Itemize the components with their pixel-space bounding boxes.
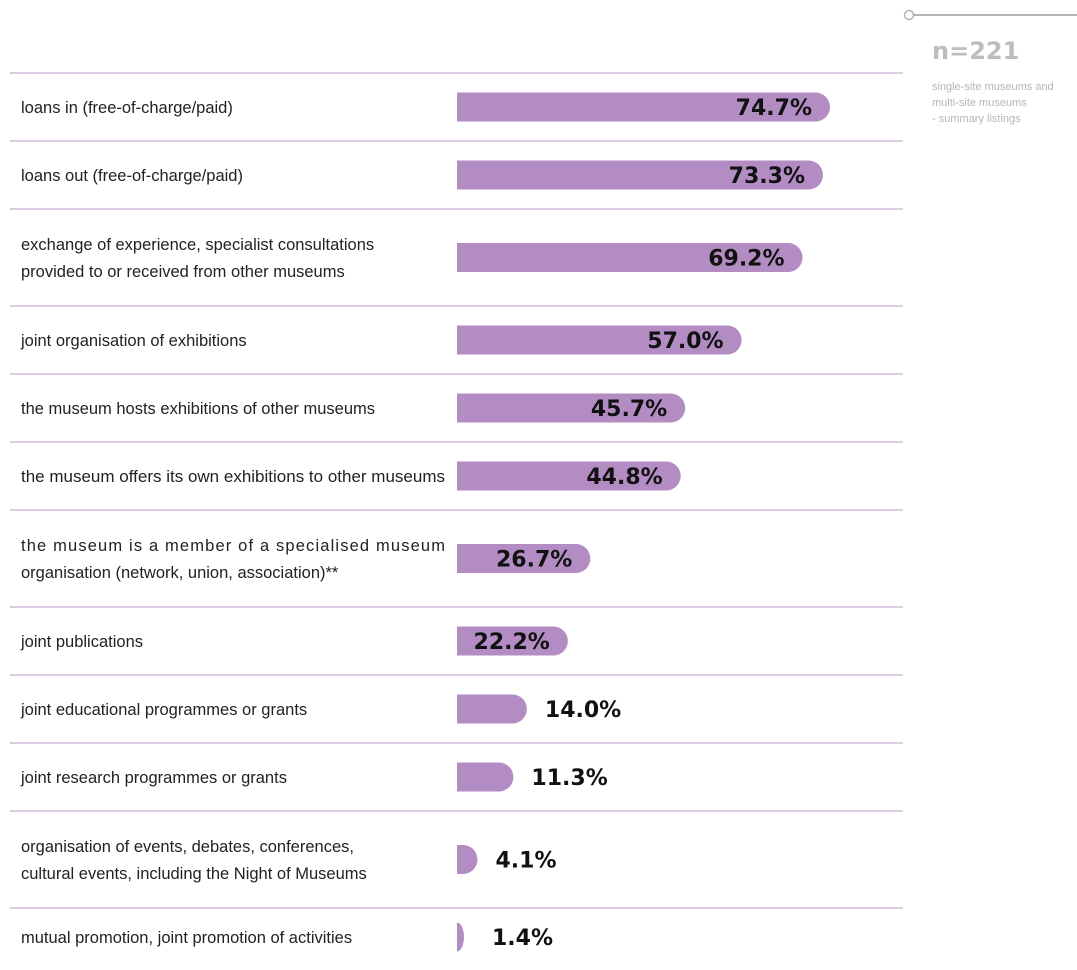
category-label: cultural events, including the Night of … bbox=[21, 865, 367, 883]
category-label: exchange of experience, specialist consu… bbox=[21, 236, 374, 254]
value-label: 73.3% bbox=[729, 164, 805, 189]
value-label: 4.1% bbox=[495, 849, 556, 874]
category-label: loans out (free-of-charge/paid) bbox=[21, 167, 243, 185]
value-label: 69.2% bbox=[708, 247, 784, 272]
value-label: 44.8% bbox=[586, 465, 662, 490]
bar bbox=[457, 694, 527, 724]
bar bbox=[457, 544, 591, 573]
bar bbox=[457, 325, 742, 355]
bar-row: the museum is a member of a specialised … bbox=[21, 537, 591, 582]
chart-rows: loans in (free-of-charge/paid) 74.7%loans… bbox=[10, 72, 903, 952]
sample-note-line-3: - summary listings bbox=[932, 113, 1021, 125]
value-label: 26.7% bbox=[496, 548, 572, 573]
bar bbox=[457, 461, 681, 491]
value-label: 22.2% bbox=[474, 630, 550, 655]
category-label: joint educational programmes or grants bbox=[20, 701, 307, 719]
sample-size-label: n=221 bbox=[932, 37, 1019, 65]
category-label: joint research programmes or grants bbox=[20, 769, 287, 787]
bar-row: exchange of experience, specialist consu… bbox=[21, 236, 803, 281]
category-label: loans in (free-of-charge/paid) bbox=[21, 99, 233, 117]
category-label: organisation (network, union, associatio… bbox=[21, 564, 339, 582]
category-label: joint publications bbox=[20, 633, 143, 651]
bar bbox=[457, 160, 824, 190]
sample-info: n=221 single-site museums and multi-site… bbox=[903, 9, 1077, 125]
bar-row: joint educational programmes or grants 14… bbox=[20, 694, 621, 724]
bar bbox=[457, 922, 464, 952]
bar-row: joint organisation of exhibitions 57.0% bbox=[20, 325, 742, 355]
category-label: organisation of events, debates, confere… bbox=[21, 838, 354, 856]
category-label: the museum offers its own exhibitions to… bbox=[21, 468, 445, 486]
value-label: 11.3% bbox=[531, 766, 607, 791]
bar-row: loans out (free-of-charge/paid) 73.3% bbox=[21, 160, 824, 190]
sample-note-line-2: multi-site museums bbox=[932, 97, 1027, 109]
value-label: 1.4% bbox=[492, 926, 553, 951]
category-label: the museum hosts exhibitions of other mu… bbox=[21, 400, 375, 418]
sample-note-line-1: single-site museums and bbox=[932, 81, 1054, 93]
bar-row: loans in (free-of-charge/paid) 74.7% bbox=[21, 92, 830, 122]
bar bbox=[457, 243, 803, 272]
legend-line-marker bbox=[903, 9, 915, 21]
bar-row: joint research programmes or grants 11.3% bbox=[20, 762, 608, 792]
category-label: the museum is a member of a specialised … bbox=[21, 537, 445, 555]
category-label: provided to or received from other museu… bbox=[21, 263, 345, 281]
bar-row: the museum offers its own exhibitions to… bbox=[21, 461, 681, 491]
bar-row: joint publications 22.2% bbox=[20, 626, 568, 656]
bar bbox=[457, 626, 568, 656]
bar-row: the museum hosts exhibitions of other mu… bbox=[21, 393, 686, 423]
value-label: 74.7% bbox=[736, 96, 812, 121]
bar bbox=[457, 92, 830, 122]
value-label: 57.0% bbox=[647, 329, 723, 354]
bar bbox=[457, 762, 514, 792]
bar bbox=[457, 845, 478, 874]
category-label: joint organisation of exhibitions bbox=[20, 332, 247, 350]
value-label: 45.7% bbox=[591, 397, 667, 422]
bar-row: organisation of events, debates, confere… bbox=[21, 838, 556, 883]
bar-row: mutual promotion, joint promotion of act… bbox=[21, 922, 553, 952]
value-label: 14.0% bbox=[545, 698, 621, 723]
category-label: mutual promotion, joint promotion of act… bbox=[21, 929, 352, 947]
bar bbox=[457, 393, 686, 423]
